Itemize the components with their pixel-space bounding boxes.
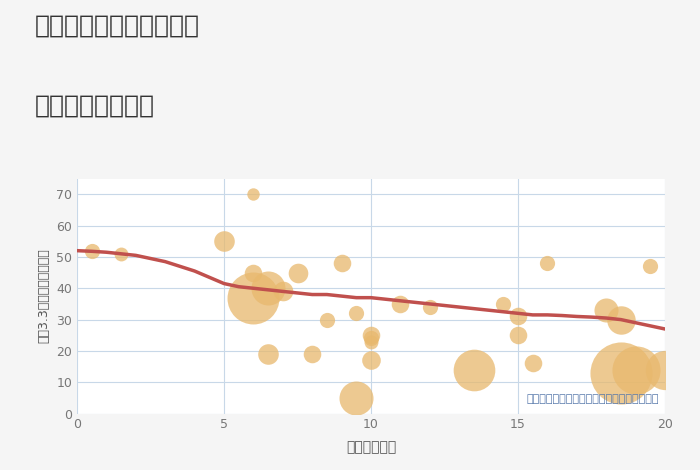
Y-axis label: 坪（3.3㎡）単価（万円）: 坪（3.3㎡）単価（万円） <box>38 249 50 344</box>
Point <box>248 190 259 198</box>
Point <box>512 313 524 320</box>
Point <box>630 366 641 374</box>
Point <box>527 360 538 367</box>
Text: 円の大きさは、取引のあった物件面積を示す: 円の大きさは、取引のあった物件面積を示す <box>526 394 659 404</box>
Point <box>365 331 377 339</box>
Point <box>615 369 626 376</box>
Point <box>468 366 480 374</box>
Point <box>86 247 97 254</box>
Point <box>615 316 626 323</box>
Text: 駅距離別土地価格: 駅距離別土地価格 <box>35 94 155 118</box>
Text: 奈良県奈良市窪之庄町の: 奈良県奈良市窪之庄町の <box>35 14 200 38</box>
Point <box>365 335 377 342</box>
Point <box>601 306 612 314</box>
Point <box>351 394 362 402</box>
Point <box>645 263 656 270</box>
Point <box>424 303 435 311</box>
Point <box>292 269 303 276</box>
Point <box>262 350 274 358</box>
Point <box>351 310 362 317</box>
Point <box>336 259 347 267</box>
Point <box>248 269 259 276</box>
Point <box>277 288 288 295</box>
X-axis label: 駅距離（分）: 駅距離（分） <box>346 440 396 454</box>
Point <box>512 331 524 339</box>
Point <box>542 259 553 267</box>
Point <box>248 294 259 301</box>
Point <box>116 250 127 258</box>
Point <box>307 350 318 358</box>
Point <box>498 300 509 308</box>
Point <box>365 338 377 345</box>
Point <box>365 357 377 364</box>
Point <box>218 237 230 245</box>
Point <box>659 366 671 374</box>
Point <box>321 316 332 323</box>
Point <box>395 300 406 308</box>
Point <box>262 284 274 292</box>
